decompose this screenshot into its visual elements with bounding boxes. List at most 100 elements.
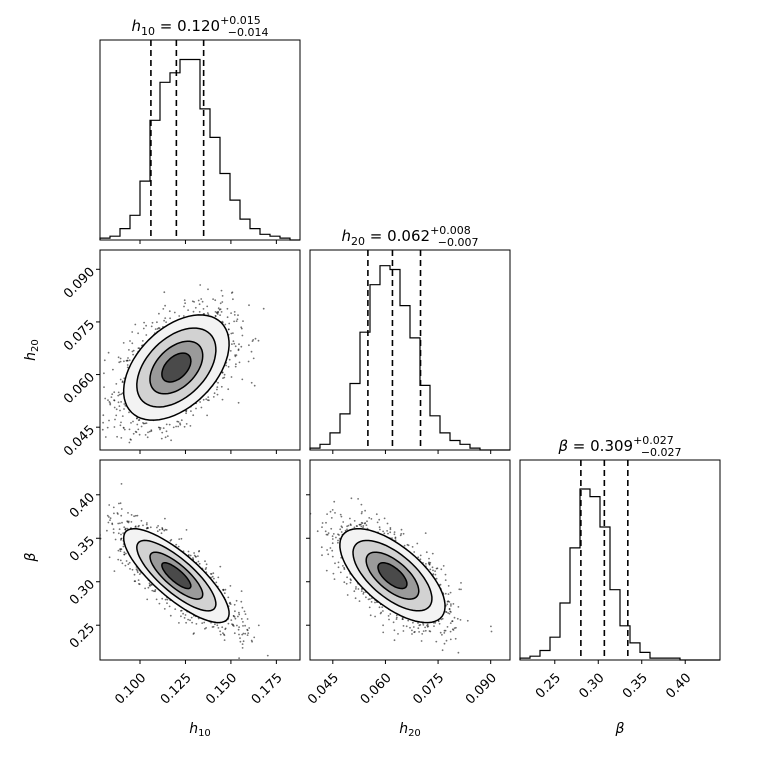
axes-frame bbox=[309, 459, 511, 661]
scatter-point bbox=[144, 587, 147, 590]
scatter-point bbox=[231, 343, 233, 345]
scatter-point bbox=[248, 344, 250, 347]
scatter-point bbox=[103, 359, 106, 362]
axes-frame bbox=[519, 459, 721, 661]
scatter-point bbox=[238, 343, 240, 346]
scatter-point bbox=[329, 510, 332, 513]
scatter-point bbox=[145, 324, 148, 327]
scatter-point bbox=[120, 401, 122, 403]
scatter-point bbox=[121, 562, 124, 565]
scatter-point bbox=[253, 636, 256, 639]
scatter-point bbox=[257, 624, 260, 627]
scatter-point bbox=[449, 630, 452, 633]
scatter-point bbox=[228, 358, 231, 361]
scatter-point bbox=[294, 673, 296, 675]
scatter-point bbox=[158, 528, 161, 531]
scatter-point bbox=[402, 630, 405, 632]
scatter-point bbox=[226, 307, 229, 310]
scatter-point bbox=[162, 427, 165, 429]
scatter-point bbox=[214, 315, 217, 317]
scatter-point bbox=[466, 619, 469, 622]
scatter-point bbox=[445, 611, 448, 613]
scatter-point bbox=[137, 579, 140, 581]
scatter-point bbox=[325, 569, 328, 572]
scatter-point bbox=[393, 531, 396, 533]
scatter-point bbox=[257, 339, 260, 342]
scatter-point bbox=[157, 525, 160, 527]
scatter-point bbox=[113, 391, 116, 394]
scatter-point bbox=[439, 631, 442, 634]
scatter-point bbox=[202, 398, 205, 401]
scatter-point bbox=[227, 328, 230, 331]
scatter-point bbox=[198, 562, 201, 565]
scatter-point bbox=[305, 543, 307, 545]
x-tick-label: 0.090 bbox=[463, 671, 500, 708]
scatter-point bbox=[142, 524, 144, 527]
scatter-point bbox=[228, 322, 231, 325]
scatter-point bbox=[232, 332, 234, 334]
scatter-point bbox=[142, 422, 144, 424]
scatter-point bbox=[242, 625, 244, 627]
scatter-point bbox=[120, 533, 122, 536]
scatter-point bbox=[221, 398, 224, 401]
scatter-point bbox=[102, 414, 105, 417]
scatter-point bbox=[160, 532, 163, 535]
scatter-point bbox=[119, 559, 122, 562]
scatter-point bbox=[331, 509, 334, 511]
scatter-point bbox=[129, 340, 131, 342]
scatter-point bbox=[452, 629, 455, 631]
scatter-point bbox=[264, 663, 266, 665]
scatter-point bbox=[166, 602, 168, 605]
x-tick-label: 0.25 bbox=[533, 671, 564, 702]
scatter-point bbox=[219, 633, 222, 636]
scatter-point bbox=[234, 365, 237, 368]
scatter-point bbox=[128, 411, 130, 414]
scatter-point bbox=[418, 631, 420, 633]
scatter-point bbox=[216, 393, 219, 396]
scatter-point bbox=[154, 589, 157, 591]
scatter-point bbox=[119, 548, 121, 551]
scatter-point bbox=[378, 526, 381, 529]
scatter-point bbox=[180, 609, 183, 612]
scatter-point bbox=[233, 320, 236, 323]
scatter-point bbox=[132, 353, 135, 356]
scatter-point bbox=[353, 526, 356, 529]
x-tick-label: 0.125 bbox=[158, 671, 195, 708]
scatter-point bbox=[223, 373, 226, 376]
scatter-point bbox=[216, 624, 219, 627]
scatter-point bbox=[163, 608, 166, 610]
scatter-point bbox=[434, 570, 436, 572]
scatter-point bbox=[117, 356, 120, 359]
scatter-point bbox=[127, 357, 129, 359]
scatter-point bbox=[226, 316, 229, 319]
scatter-point bbox=[229, 603, 232, 605]
scatter-point bbox=[189, 554, 192, 557]
scatter-point bbox=[383, 517, 386, 520]
scatter-point bbox=[320, 546, 323, 549]
scatter-point bbox=[417, 627, 420, 630]
scatter-point bbox=[353, 520, 356, 522]
x-tick-label: 0.35 bbox=[620, 671, 651, 702]
scatter-point bbox=[214, 623, 216, 626]
scatter-point bbox=[145, 527, 148, 530]
scatter-point bbox=[147, 586, 150, 589]
scatter-point bbox=[121, 415, 124, 417]
scatter-point bbox=[221, 626, 224, 629]
scatter-point bbox=[406, 543, 409, 546]
scatter-point bbox=[136, 514, 139, 517]
scatter-point bbox=[407, 619, 410, 622]
x-tick-label: 0.100 bbox=[112, 671, 149, 708]
scatter-point bbox=[128, 428, 131, 431]
scatter-point bbox=[138, 453, 140, 455]
x-tick-label: 0.075 bbox=[410, 671, 447, 708]
scatter-point bbox=[316, 530, 319, 533]
scatter-point bbox=[224, 627, 227, 630]
scatter-point bbox=[429, 561, 432, 564]
scatter-point bbox=[168, 423, 171, 426]
scatter-point bbox=[248, 627, 251, 629]
scatter-point bbox=[164, 304, 167, 307]
scatter-point bbox=[190, 616, 193, 619]
scatter-point bbox=[378, 518, 381, 521]
scatter-point bbox=[177, 425, 180, 428]
